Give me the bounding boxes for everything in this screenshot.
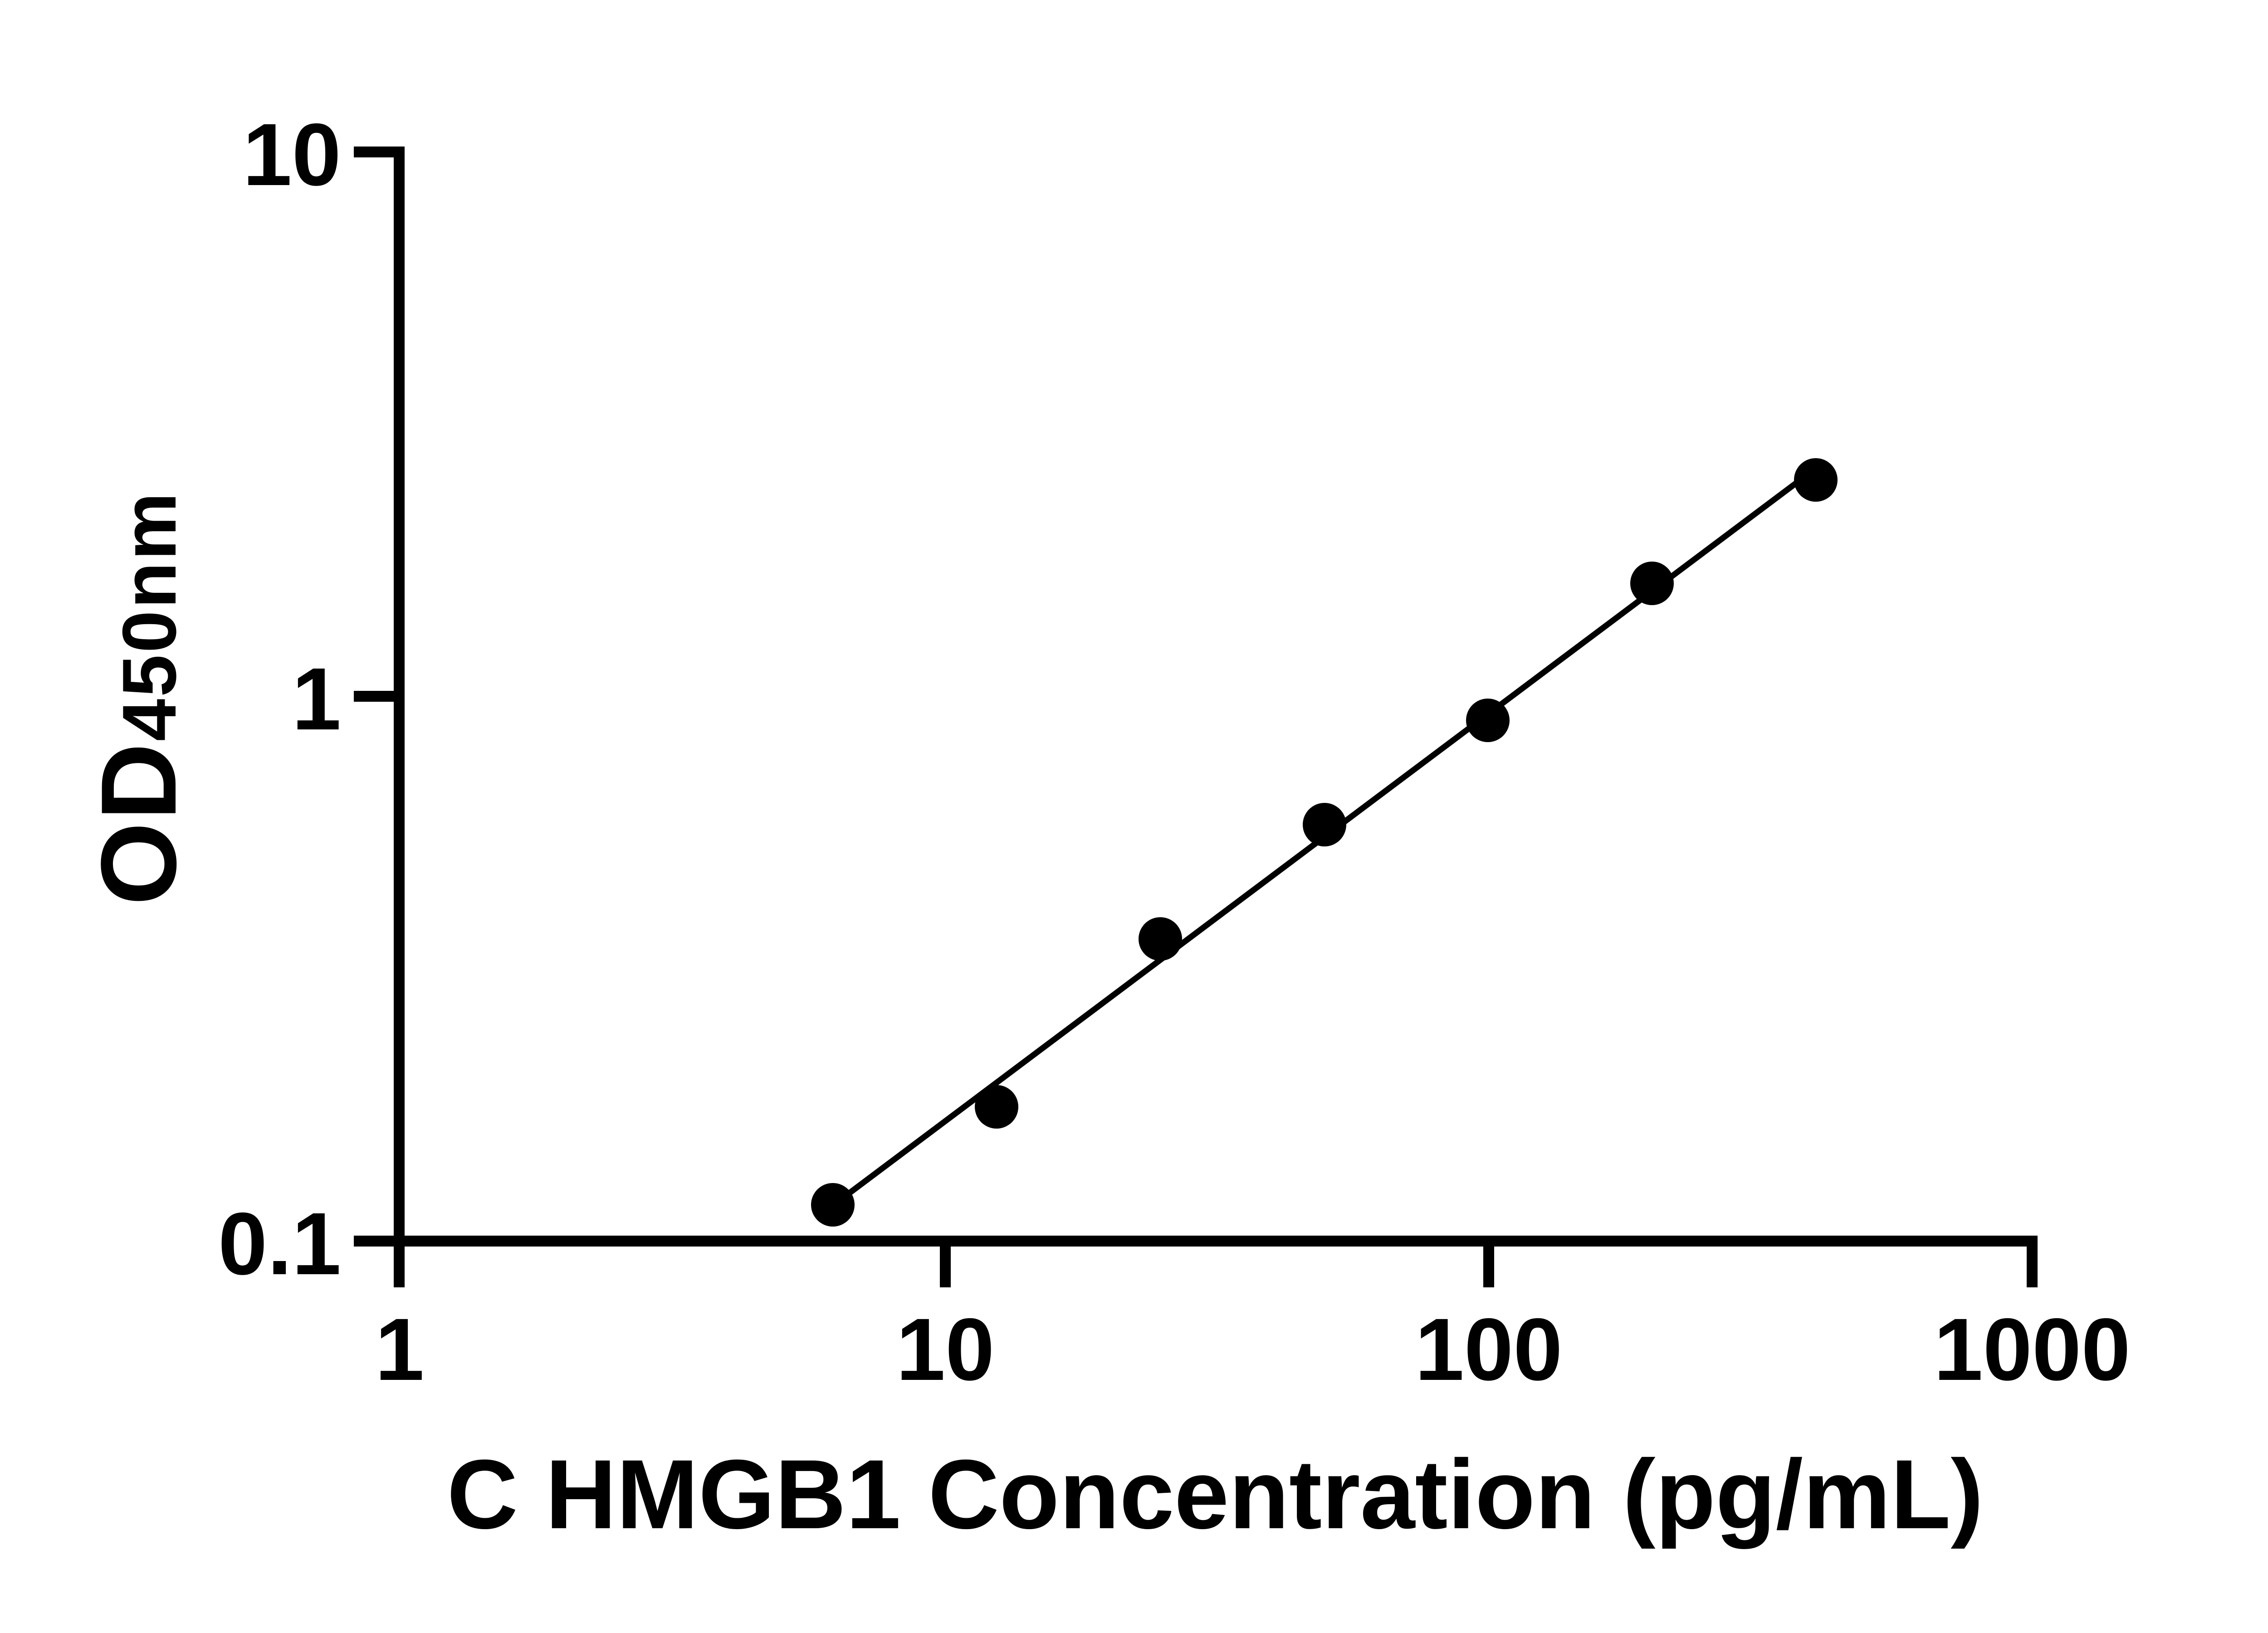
svg-text:1000: 1000 — [1934, 1300, 2131, 1399]
svg-text:10: 10 — [896, 1300, 995, 1399]
svg-text:1: 1 — [375, 1300, 424, 1399]
svg-text:0.1: 0.1 — [218, 1194, 341, 1293]
svg-text:100: 100 — [1415, 1300, 1562, 1399]
svg-text:C HMGB1 Concentration (pg/mL): C HMGB1 Concentration (pg/mL) — [447, 1439, 1983, 1549]
svg-text:OD450nm: OD450nm — [79, 491, 199, 905]
svg-text:1: 1 — [292, 650, 341, 748]
svg-text:10: 10 — [243, 105, 341, 204]
